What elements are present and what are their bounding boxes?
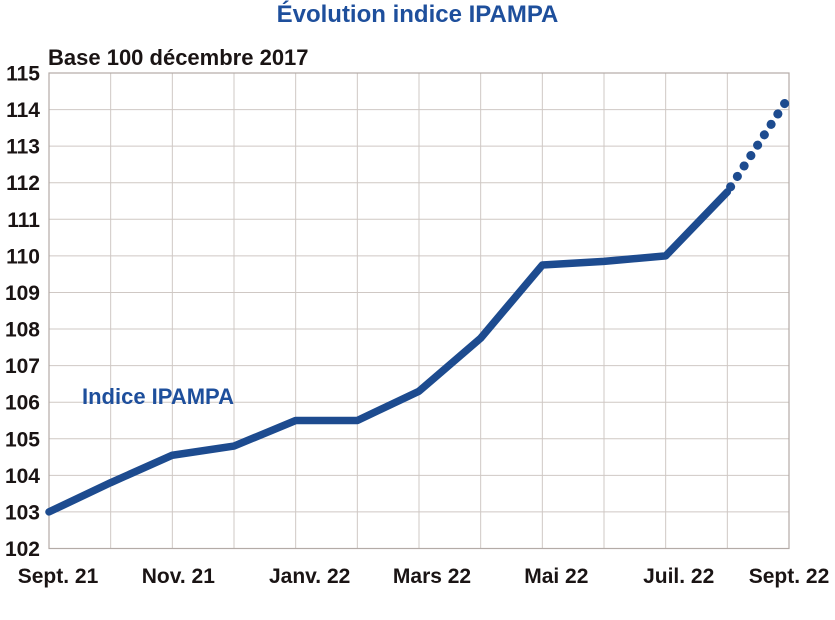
y-tick-label: 110: [6, 245, 40, 268]
y-tick-label: 103: [5, 501, 40, 524]
series-line-forecast-dotted: [722, 92, 794, 197]
x-tick-label: Juil. 22: [643, 565, 714, 588]
chart-title: Évolution indice IPAMPA: [276, 1, 559, 28]
plot-border: [48, 72, 790, 550]
y-tick-label: 105: [5, 428, 40, 451]
x-tick-label: Sept. 21: [18, 565, 99, 588]
x-tick-label: Janv. 22: [269, 565, 350, 588]
y-tick-label: 104: [5, 465, 40, 488]
y-tick-label: 114: [6, 99, 40, 122]
y-tick-label: 107: [5, 355, 40, 378]
y-tick-label: 112: [6, 172, 40, 195]
x-tick-label: Sept. 22: [749, 565, 830, 588]
x-tick-label: Mars 22: [393, 565, 471, 588]
series-label: Indice IPAMPA: [82, 384, 234, 409]
y-tick-label: 102: [5, 538, 40, 561]
y-tick-label: 113: [6, 136, 40, 159]
x-tick-label: Mai 22: [524, 565, 588, 588]
y-tick-label: 108: [5, 319, 40, 342]
y-tick-label: 109: [5, 282, 40, 305]
series-line-solid: [45, 188, 732, 516]
y-tick-label: 111: [7, 209, 40, 232]
x-tick-label: Nov. 21: [142, 565, 215, 588]
y-tick-label: 106: [5, 392, 40, 415]
y-tick-label: 115: [6, 63, 40, 86]
chart-subtitle: Base 100 décembre 2017: [48, 45, 309, 70]
